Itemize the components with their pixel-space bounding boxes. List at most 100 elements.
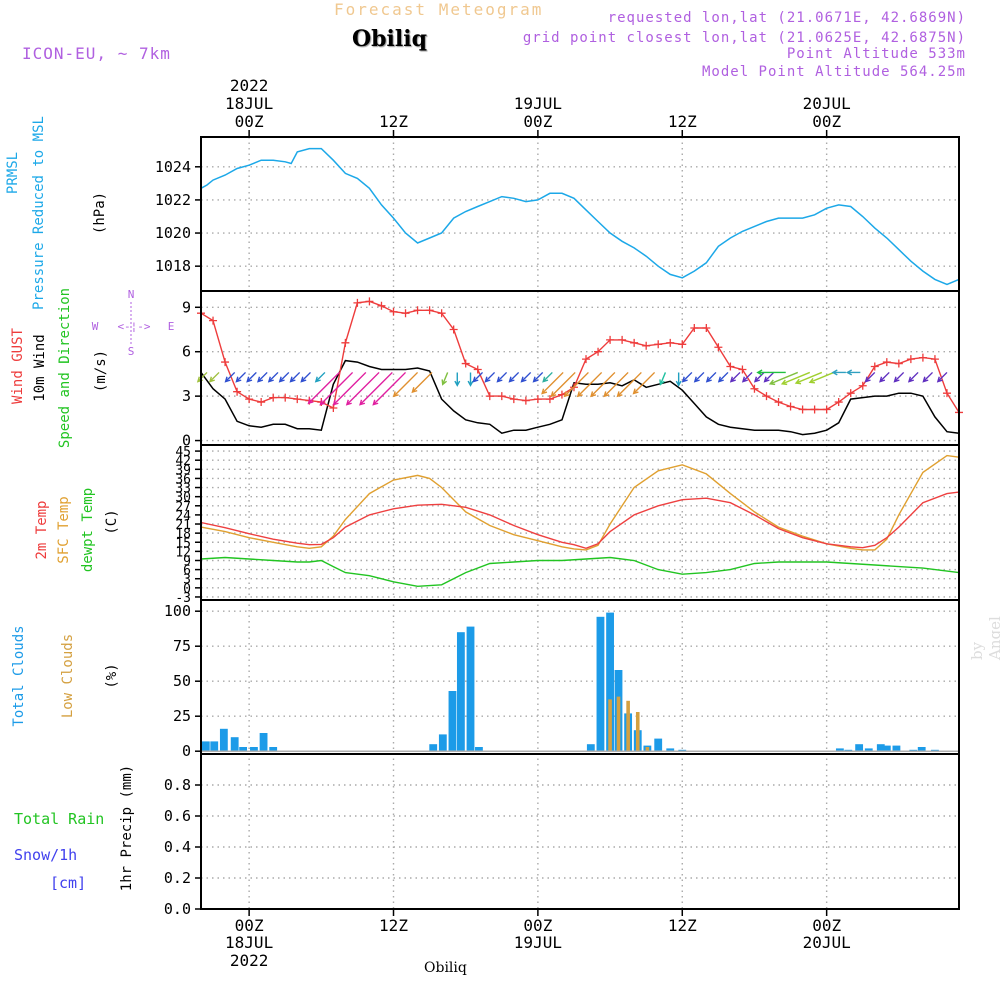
- wind-direction-arrow: [345, 371, 380, 406]
- gust-marker: [930, 355, 939, 364]
- compass-e: E: [168, 320, 175, 333]
- gust-marker: [449, 325, 458, 334]
- year-label-bottom: 2022: [230, 951, 269, 970]
- wind-direction-arrow: [632, 371, 656, 395]
- total-cloud-bar: [666, 748, 675, 752]
- x-label-top: 12Z: [379, 112, 408, 131]
- total-cloud-bar: [892, 745, 901, 752]
- y-tick-label: 0.6: [164, 807, 191, 825]
- compass-rose: N S W E <-¦->: [92, 288, 175, 358]
- total-cloud-bar: [210, 741, 219, 752]
- wind-direction-arrow: [508, 371, 520, 383]
- data-layer: [196, 147, 963, 910]
- wind-direction-arrow: [441, 372, 449, 386]
- gust-marker: [810, 405, 819, 414]
- sfc-temp-line: [200, 454, 960, 551]
- grid-lines: [201, 137, 959, 910]
- y-tick-label: 0: [182, 742, 191, 760]
- gust-marker: [774, 398, 783, 407]
- y-tick-label: 12: [175, 545, 191, 560]
- y-tick-label: 1022: [155, 191, 191, 209]
- wind-direction-arrow: [319, 371, 354, 406]
- panel-frame: [200, 290, 960, 446]
- wind-direction-arrow: [936, 371, 948, 383]
- wind-direction-arrow: [768, 371, 799, 386]
- gust-marker: [365, 297, 374, 306]
- total-cloud-bar: [230, 737, 239, 752]
- x-label-top: 12Z: [668, 112, 697, 131]
- gust-marker: [738, 365, 747, 374]
- y-tick-label: 15: [175, 536, 191, 551]
- wind-direction-arrow: [541, 371, 564, 395]
- compass-w: W: [92, 320, 99, 333]
- wind-direction-arrow: [675, 372, 682, 387]
- wind-direction-arrow: [681, 371, 693, 383]
- x-label-top: 00Z: [523, 112, 552, 131]
- wind-direction-arrow: [879, 371, 890, 383]
- total-cloud-bar: [239, 747, 248, 752]
- wind-direction-arrow: [454, 372, 461, 387]
- y-tick-label: 0: [182, 432, 191, 450]
- wind-direction-arrow: [300, 371, 311, 383]
- x-label-bottom: 00Z: [523, 916, 552, 935]
- y-tick-label: 6: [182, 343, 191, 361]
- low-cloud-bar: [645, 747, 650, 752]
- y-tick-label: 18: [175, 527, 191, 542]
- wind-direction-arrow: [542, 371, 553, 383]
- wind-direction-arrow: [496, 371, 508, 383]
- total-cloud-bar: [201, 741, 210, 752]
- gust-marker: [545, 395, 554, 404]
- y-tick-label: 3: [182, 387, 191, 405]
- wind-direction-arrow: [590, 371, 616, 398]
- y-tick-label: 45: [175, 445, 191, 460]
- rain-legend: Total Rain: [14, 810, 105, 828]
- total-cloud-bar: [864, 748, 873, 752]
- wind-direction-arrow: [794, 371, 823, 385]
- y-tick-label: 24: [175, 509, 191, 524]
- y-tick-label: 1018: [155, 257, 191, 275]
- wind-direction-arrow: [893, 371, 905, 383]
- panel-frame: [200, 753, 960, 910]
- total-cloud-bar: [596, 616, 605, 752]
- station-name: Obiliq: [352, 26, 428, 52]
- wind-direction-arrow: [616, 371, 642, 398]
- grid-coords: grid point closest lon,lat (21.0625E, 42…: [522, 30, 966, 46]
- gust-marker: [750, 384, 759, 393]
- y-tick-label: 30: [175, 491, 191, 506]
- wind-direction-arrow: [756, 369, 786, 376]
- gust-marker: [209, 316, 218, 325]
- gust-marker: [654, 340, 663, 349]
- wind-direction-arrow: [763, 371, 775, 383]
- wind-direction-arrow: [717, 371, 729, 383]
- wind-direction-arrow: [693, 371, 705, 383]
- gust-marker: [437, 309, 446, 318]
- wind-direction-arrow: [472, 371, 484, 383]
- y-tick-label: 75: [173, 637, 191, 655]
- total-cloud-bar: [259, 733, 268, 752]
- wind-direction-arrow: [780, 371, 811, 386]
- wind-direction-arrow: [208, 371, 220, 383]
- day-label-bottom: 19JUL: [514, 933, 562, 952]
- wind-direction-arrow: [520, 371, 532, 383]
- day-label-bottom: 20JUL: [803, 933, 851, 952]
- wind-direction-arrow: [359, 371, 393, 406]
- wind-direction-arrow: [257, 371, 268, 383]
- gust-marker: [353, 298, 362, 307]
- compass-n: N: [128, 288, 135, 301]
- y-tick-label: -3: [175, 591, 191, 606]
- gust-marker: [714, 343, 723, 352]
- wind-direction-arrow: [467, 372, 474, 387]
- wind-direction-arrow: [603, 371, 629, 398]
- wind-direction-arrow: [729, 371, 741, 383]
- gust-marker: [413, 306, 422, 315]
- wind-direction-arrow: [278, 371, 290, 383]
- y-tick-label: 0.4: [164, 838, 191, 856]
- x-label-top: 00Z: [812, 112, 841, 131]
- x-label-top: 00Z: [235, 112, 264, 131]
- y-tick-label: 42: [175, 454, 191, 469]
- gust-marker: [678, 340, 687, 349]
- y-tick-label: 21: [175, 518, 191, 533]
- low-cloud-bar: [608, 699, 612, 752]
- point-altitude: Point Altitude 533m: [786, 46, 966, 62]
- wind-direction-arrow: [808, 371, 835, 384]
